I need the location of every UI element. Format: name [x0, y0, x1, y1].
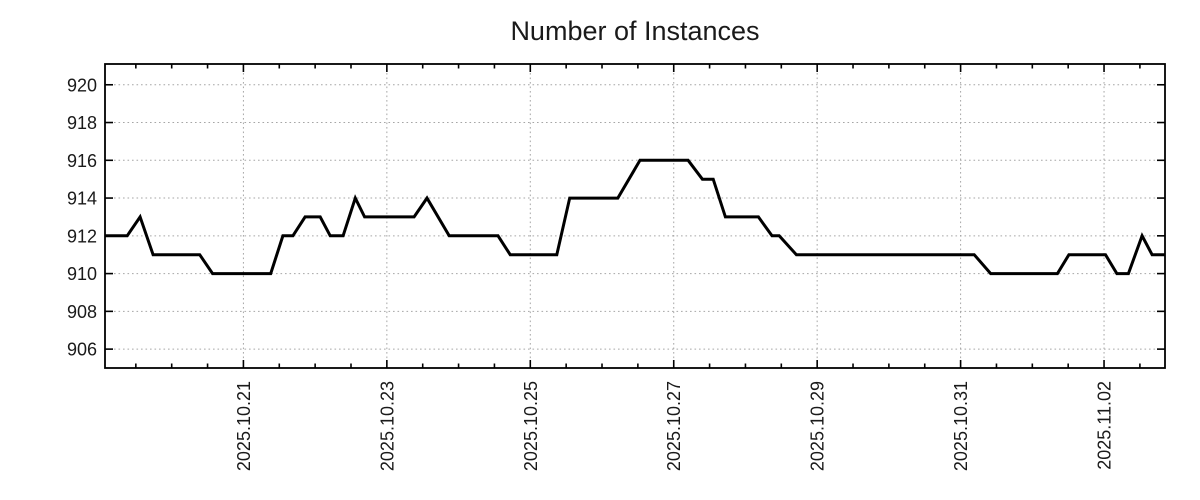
- x-tick-label: 2025.11.02: [1095, 381, 1115, 470]
- chart-title: Number of Instances: [510, 16, 759, 46]
- x-tick-label: 2025.10.23: [377, 381, 397, 471]
- y-tick-label: 914: [67, 189, 97, 209]
- y-tick-label: 916: [67, 151, 97, 171]
- y-tick-label: 920: [67, 75, 97, 95]
- x-tick-label: 2025.10.25: [521, 381, 541, 471]
- plot-border: [104, 63, 1166, 369]
- y-tick-label: 908: [67, 302, 97, 322]
- data-line: [105, 158, 1165, 276]
- x-tick-label: 2025.10.21: [234, 381, 254, 471]
- y-tick-label: 918: [67, 113, 97, 133]
- y-tick-label: 910: [67, 264, 97, 284]
- x-tick-label: 2025.10.31: [951, 381, 971, 471]
- y-tick-label: 906: [67, 340, 97, 360]
- x-tick-label: 2025.10.27: [664, 381, 684, 471]
- y-tick-label: 912: [67, 226, 97, 246]
- x-tick-label: 2025.10.29: [808, 381, 828, 471]
